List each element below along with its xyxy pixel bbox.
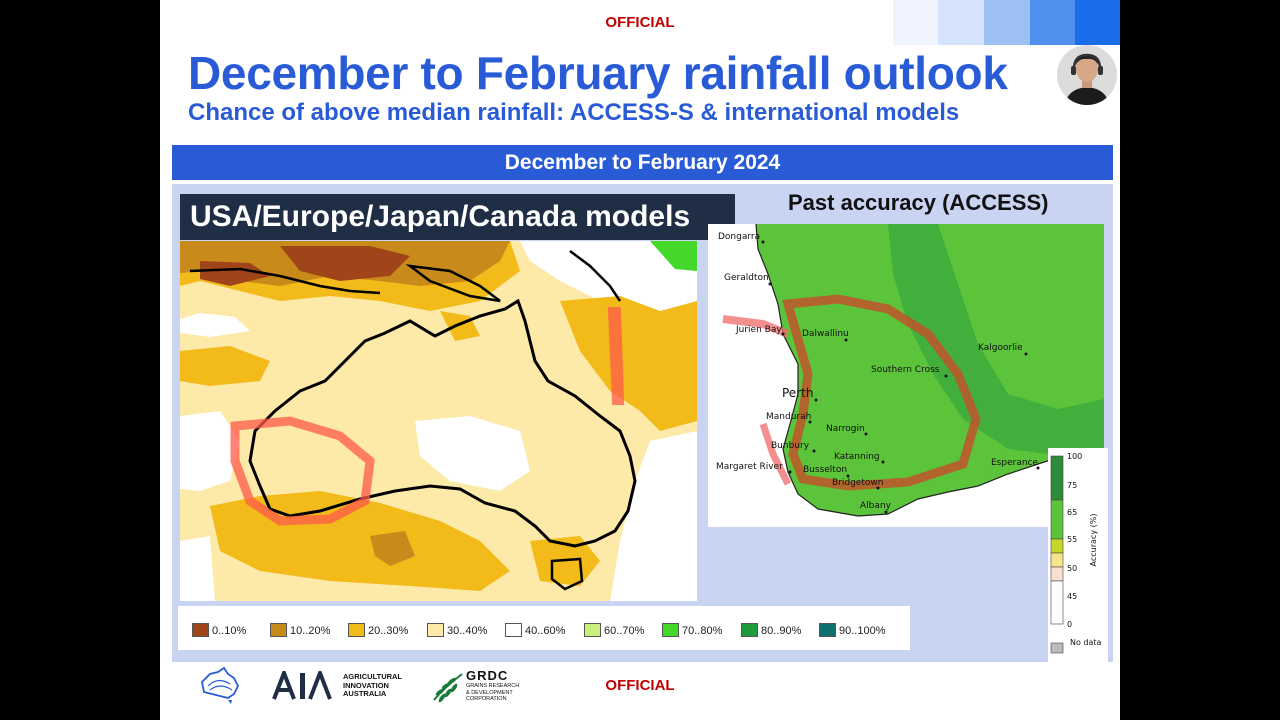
place-label: Katanning — [834, 452, 880, 462]
models-label: USA/Europe/Japan/Canada models — [180, 194, 735, 240]
grdc-name: GRDC — [466, 668, 509, 683]
legend-swatch — [192, 623, 209, 637]
accuracy-tick: 50 — [1067, 564, 1077, 573]
legend-item: 60..70% — [584, 623, 644, 637]
grdc-logo-text: GRDC GRAINS RESEARCH & DEVELOPMENT CORPO… — [466, 668, 519, 703]
place-label: Bunbury — [771, 441, 810, 451]
place-label: Kalgoorlie — [978, 343, 1023, 353]
official-marking-top: OFFICIAL — [605, 14, 675, 31]
australia-map-logo-icon — [201, 666, 240, 704]
outlook-legend: 0..10% 10..20% 20..30% 30..40% 40..60% 6… — [178, 606, 910, 650]
accuracy-tick: 75 — [1067, 481, 1077, 490]
accuracy-tick: 100 — [1067, 452, 1082, 461]
legend-swatch — [348, 623, 365, 637]
grdc-line: GRAINS RESEARCH — [466, 683, 520, 689]
accuracy-title: Past accuracy (ACCESS) — [788, 190, 1049, 215]
legend-label: 20..30% — [368, 625, 409, 637]
aia-line: AUSTRALIA — [343, 689, 387, 698]
legend-item: 20..30% — [348, 623, 408, 637]
legend-item: 80..90% — [741, 623, 801, 637]
grdc-line: CORPORATION — [466, 696, 507, 702]
legend-label: 0..10% — [212, 625, 247, 637]
place-label: Perth — [782, 386, 813, 400]
legend-label: 70..80% — [682, 625, 723, 637]
presenter-avatar-icon — [1057, 45, 1117, 105]
header-decoration — [1075, 0, 1120, 45]
accuracy-map: Dongarra Geraldton Jurien Bay Dalwallinu… — [708, 224, 1104, 527]
header-decoration — [984, 0, 1030, 45]
legend-item: 40..60% — [505, 623, 565, 637]
legend-item: 90..100% — [819, 623, 885, 637]
legend-swatch — [270, 623, 287, 637]
header-decoration — [938, 0, 984, 45]
place-label: Bridgetown — [832, 478, 883, 488]
legend-item: 0..10% — [192, 623, 246, 637]
legend-label: 80..90% — [761, 625, 802, 637]
official-marking-bottom: OFFICIAL — [605, 677, 675, 694]
slide: OFFICIAL December to February rainfall o… — [160, 0, 1120, 720]
legend-swatch — [584, 623, 601, 637]
legend-swatch — [741, 623, 758, 637]
place-label: Albany — [860, 501, 892, 511]
legend-item: 10..20% — [270, 623, 330, 637]
place-label: Margaret River — [716, 462, 783, 472]
presenter-video[interactable] — [1057, 45, 1117, 105]
accuracy-tick: 45 — [1067, 592, 1077, 601]
place-label: Dalwallinu — [802, 329, 849, 339]
accuracy-tick: 0 — [1067, 620, 1072, 629]
legend-label: 40..60% — [525, 625, 566, 637]
legend-swatch — [427, 623, 444, 637]
place-label: Narrogin — [826, 424, 865, 434]
accuracy-legend: 100 75 65 55 50 45 0 No data Accuracy (%… — [1048, 448, 1108, 662]
grdc-line: & DEVELOPMENT — [466, 689, 513, 696]
place-label: Esperance — [991, 458, 1038, 468]
legend-swatch — [662, 623, 679, 637]
legend-label: 10..20% — [290, 625, 331, 637]
legend-label: 90..100% — [839, 625, 886, 637]
outlook-map — [180, 241, 697, 601]
legend-swatch — [819, 623, 836, 637]
slide-title: December to February rainfall outlook — [188, 47, 1008, 99]
place-label: Busselton — [803, 465, 847, 475]
legend-item: 70..80% — [662, 623, 722, 637]
place-label: Dongarra — [718, 232, 760, 242]
no-data-label: No data — [1070, 638, 1102, 647]
accuracy-axis-label: Accuracy (%) — [1089, 514, 1098, 567]
accuracy-tick: 65 — [1067, 508, 1077, 517]
place-label: Geraldton — [724, 273, 769, 283]
period-banner: December to February 2024 — [172, 145, 1113, 180]
aia-line: INNOVATION — [343, 680, 389, 690]
accuracy-tick: 55 — [1067, 535, 1077, 544]
legend-swatch — [505, 623, 522, 637]
place-label: Southern Cross — [871, 365, 940, 375]
header-decoration — [893, 0, 938, 45]
legend-label: 60..70% — [604, 625, 645, 637]
legend-label: 30..40% — [447, 625, 488, 637]
wheat-logo-icon — [433, 673, 463, 703]
slide-subtitle: Chance of above median rainfall: ACCESS-… — [188, 99, 960, 126]
place-label: Jurien Bay — [735, 325, 782, 335]
aia-line: AGRICULTURAL — [343, 672, 403, 681]
aia-logo-text: AGRICULTURAL INNOVATION AUSTRALIA — [343, 672, 403, 699]
header-decoration — [1030, 0, 1075, 45]
place-label: Mandurah — [766, 412, 811, 422]
aia-logo-icon — [272, 671, 332, 700]
legend-item: 30..40% — [427, 623, 487, 637]
